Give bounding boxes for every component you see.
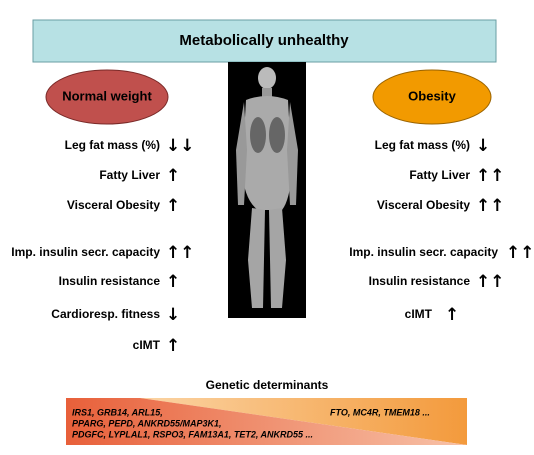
item-arrows: ↓ (476, 136, 490, 156)
item-arrows: ↑ (166, 336, 180, 356)
mri-image (228, 62, 306, 318)
item-label: Cardioresp. fitness (51, 307, 160, 321)
item-arrows: ↓ (166, 305, 180, 325)
gradient-triangle (66, 398, 467, 445)
item-arrows: ↓↓ (166, 136, 195, 156)
item-arrows: ↑↑ (476, 272, 505, 292)
item-label: Leg fat mass (%) (375, 138, 470, 152)
item-arrows: ↑ (166, 166, 180, 186)
item-label: Fatty Liver (409, 168, 470, 182)
item-arrows: ↑↑ (476, 166, 505, 186)
gene-list: PDGFC, LYPLAL1, RSPO3, FAM13A1, TET2, AN… (72, 429, 313, 439)
group-ellipse (372, 69, 492, 125)
gene-list: IRS1, GRB14, ARL15, (72, 407, 163, 417)
item-label: cIMT (405, 307, 433, 321)
title: Metabolically unhealthy (179, 32, 349, 49)
item-label: Fatty Liver (99, 168, 160, 182)
gene-list: PPARG, PEPD, ANKRD55/MAP3K1, (72, 418, 222, 428)
item-label: cIMT (133, 338, 161, 352)
item-label: Imp. insulin secr. capacity (11, 245, 160, 259)
item-label: Leg fat mass (%) (65, 138, 160, 152)
group-label: Obesity (408, 88, 456, 103)
group-ellipse (45, 69, 169, 125)
item-label: Imp. insulin secr. capacity (349, 245, 498, 259)
item-arrows: ↑↑ (166, 243, 195, 263)
item-arrows: ↑ (166, 272, 180, 292)
item-arrows: ↑ (445, 305, 459, 325)
title-box (32, 19, 497, 63)
item-label: Visceral Obesity (67, 198, 160, 212)
item-arrows: ↑ (166, 196, 180, 216)
item-arrows: ↑↑ (506, 243, 534, 263)
item-label: Insulin resistance (369, 274, 471, 288)
item-label: Visceral Obesity (377, 198, 470, 212)
group-label: Normal weight (62, 88, 152, 103)
item-arrows: ↑↑ (476, 196, 505, 216)
genetics-title: Genetic determinants (206, 378, 329, 392)
item-label: Insulin resistance (59, 274, 161, 288)
gene-list: FTO, MC4R, TMEM18 ... (330, 407, 430, 417)
